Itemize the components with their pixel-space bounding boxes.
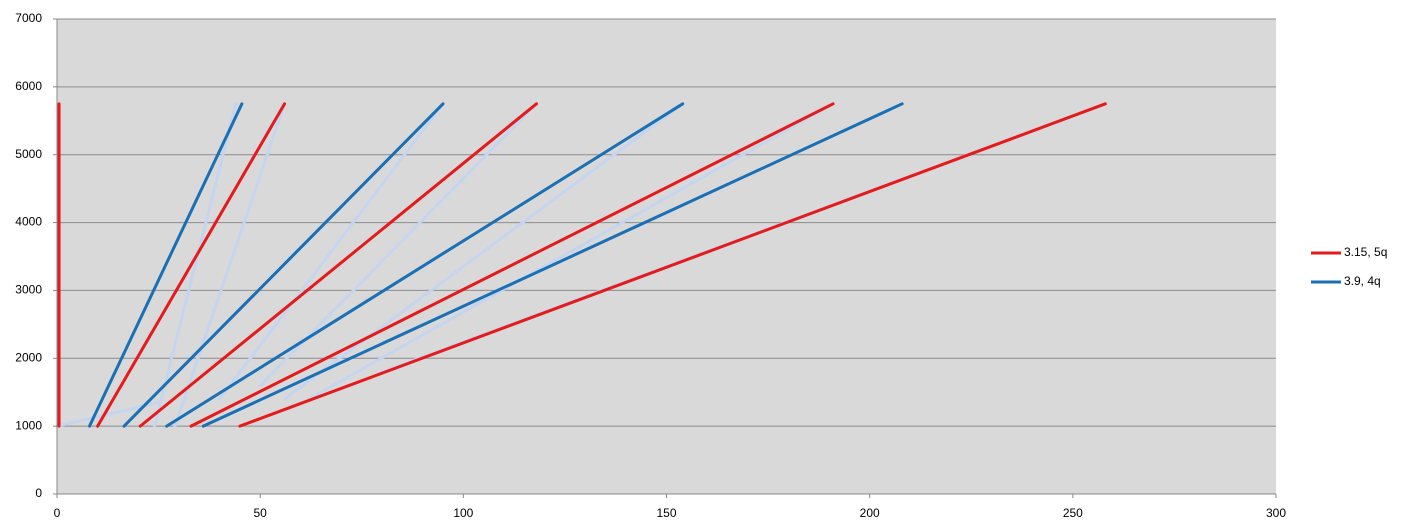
x-tick-label: 0 [54,506,61,520]
y-tick-label: 6000 [15,79,42,93]
series-line [189,102,835,428]
plot-area [57,19,1276,494]
series-line [138,102,538,428]
y-tick-label: 5000 [15,147,42,161]
y-tick-label: 1000 [15,418,42,432]
series-line [307,102,835,401]
y-tick-label: 0 [35,486,42,500]
y-tick-label: 2000 [15,350,42,364]
series-line [96,102,287,428]
x-tick-label: 250 [1063,506,1083,520]
x-tick-label: 100 [453,506,473,520]
series-line [165,102,685,428]
legend-label: 3.9, 4q [1344,274,1381,288]
series-line [201,102,904,428]
y-tick-label: 7000 [15,11,42,25]
x-tick-label: 150 [656,506,676,520]
series-line [173,102,287,428]
x-tick-label: 50 [253,506,267,520]
y-tick-label: 4000 [15,215,42,229]
x-tick-label: 200 [860,506,880,520]
series-line [238,102,1107,428]
series-line [283,102,685,401]
legend-label: 3.15, 5q [1344,245,1387,259]
x-tick-label: 300 [1266,506,1286,520]
y-tick-label: 3000 [15,283,42,297]
series-line [122,102,445,428]
series-line [218,102,445,401]
series-line [153,102,238,428]
series-line [88,102,244,428]
